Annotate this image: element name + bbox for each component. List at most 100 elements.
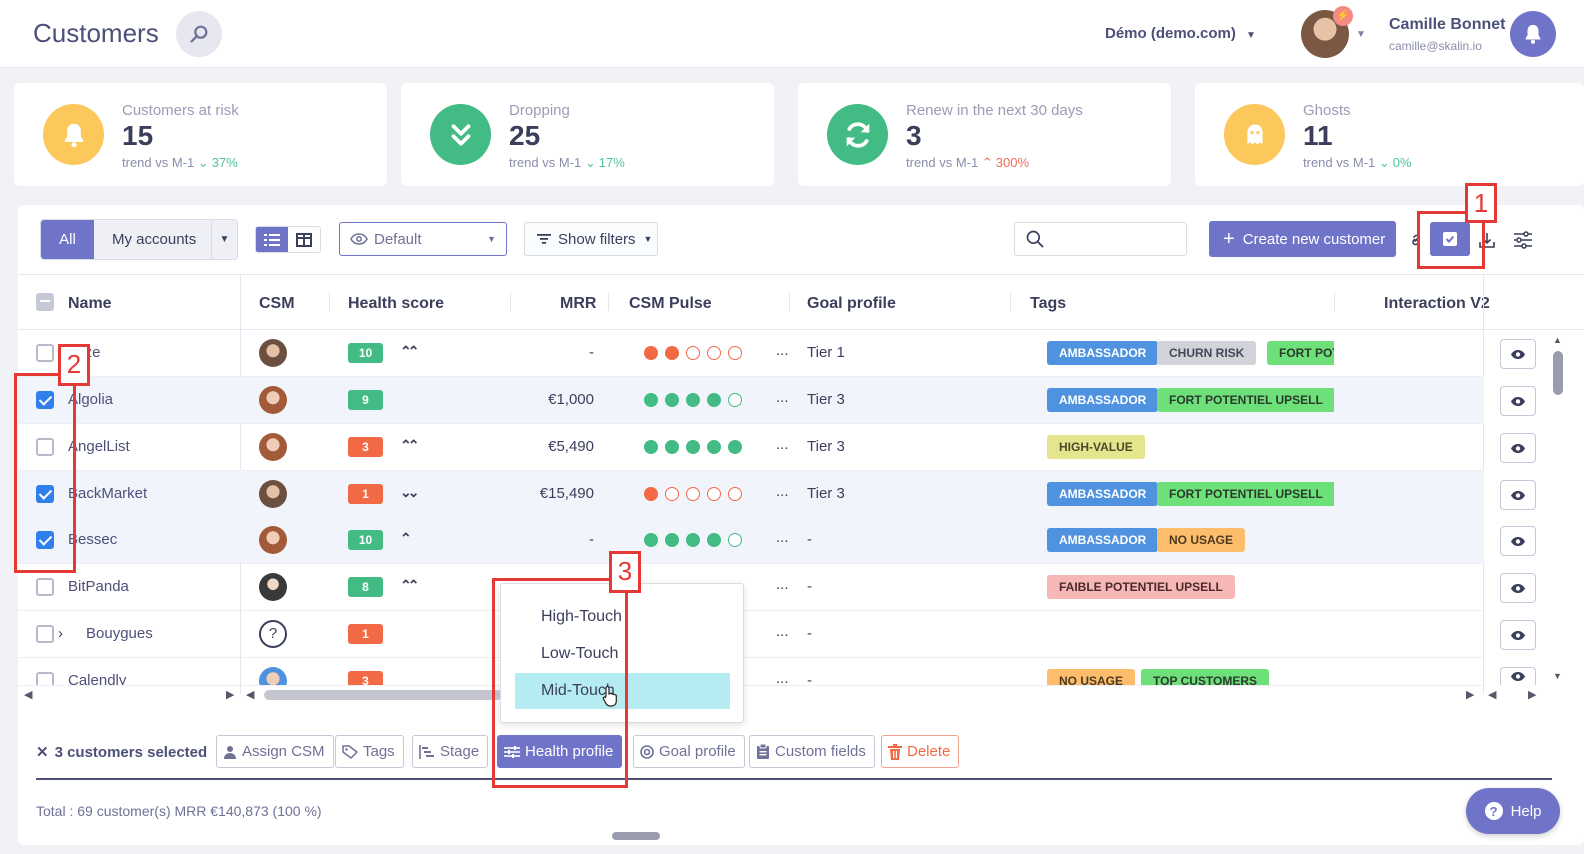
tag-badge[interactable]: AMBASSADOR [1047, 528, 1159, 552]
table-row[interactable]: Algolia 9 €1,000... Tier 3 AMBASSADOR FORT PO… [18, 377, 1484, 424]
vertical-scrollbar[interactable]: ▲ ▼ [1552, 335, 1564, 685]
row-checkbox[interactable] [36, 625, 54, 643]
customer-name[interactable]: Calendly [68, 672, 127, 686]
pulse-dot[interactable] [686, 533, 700, 547]
pulse-more[interactable]: ... [776, 670, 789, 686]
pulse-dot[interactable] [686, 440, 700, 454]
pulse-dot[interactable] [644, 346, 658, 360]
chevron-down-icon[interactable]: ▼ [211, 220, 237, 259]
pulse-dot[interactable] [686, 393, 700, 407]
pulse-dot[interactable] [686, 346, 700, 360]
pulse-dot[interactable] [686, 487, 700, 501]
pulse-more[interactable]: ... [776, 576, 789, 593]
pulse-dot[interactable] [644, 533, 658, 547]
csm-avatar[interactable] [259, 339, 287, 367]
view-customer-button[interactable] [1500, 480, 1536, 510]
scroll-right-arrow[interactable]: ▶ [1466, 689, 1475, 701]
search-input[interactable] [1055, 231, 1175, 247]
pulse-dot[interactable] [644, 487, 658, 501]
pulse-more[interactable]: ... [776, 389, 789, 406]
scrollbar-thumb[interactable] [1553, 351, 1563, 395]
create-customer-button[interactable]: + Create new customer [1209, 221, 1396, 257]
option-mid-touch[interactable]: Mid-Touch [515, 673, 730, 709]
pulse-dot[interactable] [665, 440, 679, 454]
settings-sliders-icon[interactable] [1512, 229, 1534, 251]
kpi-ghosts[interactable]: Ghosts 11 trend vs M-1 ⌄ 0% [1195, 83, 1584, 186]
health-profile-button[interactable]: Health profile [497, 735, 623, 768]
drag-handle[interactable] [612, 832, 660, 840]
help-button[interactable]: ? Help [1466, 788, 1560, 834]
tag-badge[interactable]: NO USAGE [1157, 528, 1246, 552]
row-checkbox[interactable] [36, 391, 54, 409]
tag-badge[interactable]: NO USAGE [1047, 669, 1136, 685]
scroll-up-arrow[interactable]: ▲ [1553, 335, 1562, 345]
scroll-right-arrow[interactable]: ▶ [1528, 689, 1537, 701]
pulse-dot[interactable] [728, 533, 742, 547]
tags-button[interactable]: Tags [335, 735, 404, 768]
delete-button[interactable]: Delete [881, 735, 960, 768]
bulk-select-button[interactable] [1430, 222, 1470, 256]
board-view-button[interactable] [288, 227, 320, 252]
pulse-dot[interactable] [707, 393, 721, 407]
tag-badge[interactable]: CHURN RISK [1157, 341, 1257, 365]
tag-badge[interactable]: AMBASSADOR [1047, 341, 1159, 365]
csm-avatar[interactable] [259, 480, 287, 508]
pulse-dot[interactable] [707, 346, 721, 360]
option-low-touch[interactable]: Low-Touch [541, 645, 619, 662]
table-row[interactable]: BitPanda 8 ⌃⌃... - FAIBLE POTENTIEL UPSELL [18, 564, 1484, 611]
csm-avatar[interactable] [259, 433, 287, 461]
scroll-right-arrow[interactable]: ▶ [226, 689, 235, 701]
scroll-left-arrow[interactable]: ◀ [24, 689, 33, 701]
row-checkbox[interactable] [36, 344, 54, 362]
row-checkbox[interactable] [36, 485, 54, 503]
column-name[interactable]: Name [68, 295, 112, 312]
table-row[interactable]: AngelList 3 ⌃⌃ €5,490... Tier 3 HIGH-VALUE [18, 424, 1484, 471]
customer-name[interactable]: BackMarket [68, 485, 148, 502]
clear-selection-icon[interactable]: ✕ [36, 744, 49, 761]
customer-name[interactable]: Bouygues [86, 625, 153, 642]
pulse-more[interactable]: ... [776, 529, 789, 546]
table-row[interactable]: › Bouygues? 1... - [18, 611, 1484, 658]
custom-fields-button[interactable]: Custom fields [749, 735, 875, 768]
scope-all-button[interactable]: All [41, 220, 94, 259]
view-customer-button[interactable] [1500, 573, 1536, 603]
scroll-left-arrow[interactable]: ◀ [1488, 689, 1497, 701]
goal-profile-button[interactable]: Goal profile [633, 735, 745, 768]
view-customer-button[interactable] [1500, 526, 1536, 556]
row-checkbox[interactable] [36, 578, 54, 596]
tag-badge[interactable]: HIGH-VALUE [1047, 435, 1145, 459]
column-interaction-v2[interactable]: Interaction V2 [1384, 295, 1490, 312]
customer-name[interactable]: BitPanda [68, 578, 129, 595]
view-customer-button[interactable] [1500, 433, 1536, 463]
pulse-dot[interactable] [707, 487, 721, 501]
tag-badge[interactable]: FORT POTENTIEL UPSELL [1157, 388, 1334, 412]
select-all-checkbox[interactable] [36, 293, 54, 311]
kpi-dropping[interactable]: Dropping 25 trend vs M-1 ⌄ 17% [401, 83, 774, 186]
view-customer-button[interactable] [1500, 339, 1536, 369]
column-health-score[interactable]: Health score [348, 295, 445, 312]
csm-avatar[interactable] [259, 667, 287, 685]
column-tags[interactable]: Tags [1030, 295, 1067, 312]
pulse-dot[interactable] [728, 487, 742, 501]
table-row[interactable]: Bessec 10 ⌃ -... - AMBASSADOR NO USAGE [18, 517, 1484, 564]
pulse-dot[interactable] [665, 487, 679, 501]
csm-avatar[interactable] [259, 526, 287, 554]
customer-name[interactable]: Algolia [68, 391, 114, 408]
pulse-dot[interactable] [665, 393, 679, 407]
column-goal-profile[interactable]: Goal profile [807, 295, 896, 312]
kpi-renew-30-days[interactable]: Renew in the next 30 days 3 trend vs M-1… [798, 83, 1171, 186]
pulse-dot[interactable] [665, 346, 679, 360]
pulse-more[interactable]: ... [776, 483, 789, 500]
expand-chevron-icon[interactable]: › [58, 625, 63, 642]
pulse-more[interactable]: ... [776, 623, 789, 640]
table-row[interactable]: BackMarket 1 ⌄⌄ €15,490... Tier 3 AMBASSADOR F… [18, 471, 1484, 518]
tag-badge[interactable]: FORT POTENTIEL UPSELL [1157, 482, 1334, 506]
pulse-dot[interactable] [707, 440, 721, 454]
horizontal-scrollbar-thumb[interactable] [264, 690, 502, 700]
customer-name[interactable]: AngelList [68, 438, 130, 455]
pulse-dot[interactable] [728, 346, 742, 360]
column-csm-pulse[interactable]: CSM Pulse [629, 295, 712, 312]
table-row[interactable]: Calendly 3... - NO USAGE TOP CUSTOMERS [18, 658, 1484, 686]
tag-badge[interactable]: AMBASSADOR [1047, 482, 1159, 506]
notifications-button[interactable] [1510, 11, 1556, 57]
